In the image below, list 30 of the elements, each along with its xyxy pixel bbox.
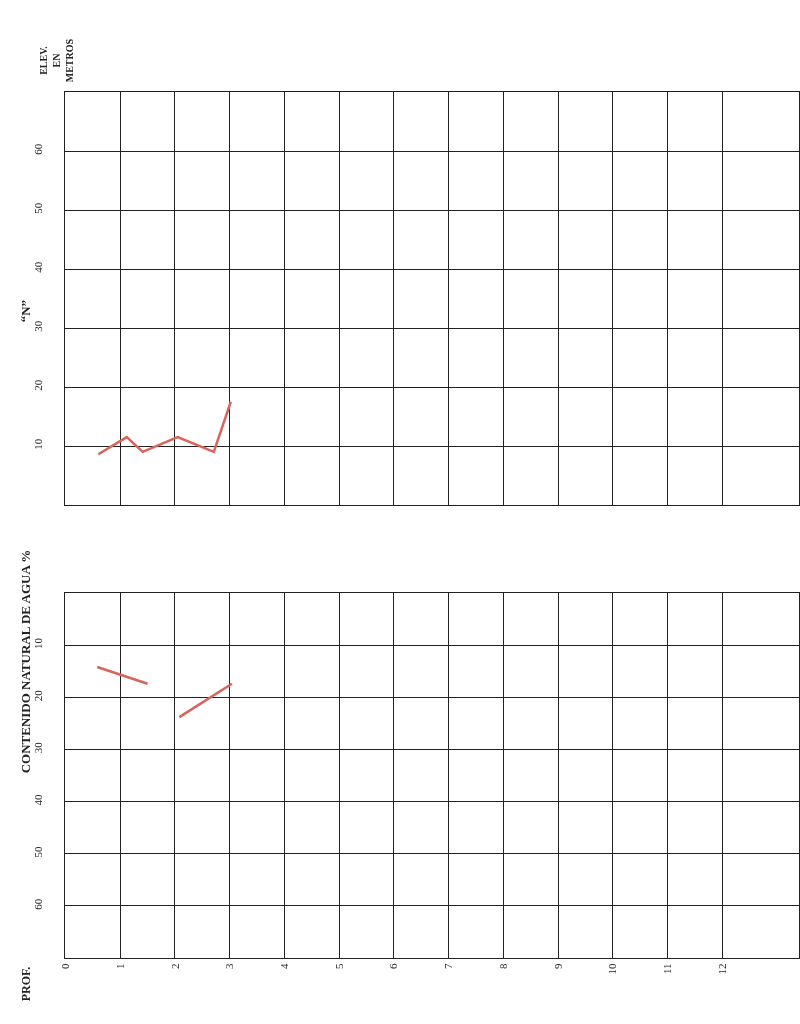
- y-tick-label: 60: [32, 143, 45, 155]
- y-tick-label: 10: [32, 637, 45, 649]
- y-axis-title: “N”: [18, 299, 34, 323]
- text: ELEV. EN METROS: [38, 38, 76, 83]
- x-tick-label: 0: [59, 962, 72, 969]
- x-tick-label: 3: [223, 962, 236, 969]
- y-axis-title: CONTENIDO NATURAL DE AGUA %: [18, 549, 34, 774]
- x-tick-label: 12: [715, 963, 728, 975]
- x-tick-label: 7: [442, 962, 455, 969]
- x-tick-label: 2: [168, 963, 181, 969]
- y-tick-label: 20: [32, 379, 45, 391]
- x-tick-label: 11: [661, 963, 674, 974]
- x-tick-label: 6: [387, 962, 400, 969]
- x-tick-label: 4: [278, 962, 291, 969]
- text: PROF.: [19, 966, 34, 1002]
- x-tick-label: 1: [113, 963, 126, 969]
- y-tick-label: 40: [32, 793, 45, 806]
- y-tick-label: 60: [32, 898, 45, 910]
- y-tick-label: 40: [32, 261, 45, 273]
- x-tick-label: 9: [551, 962, 564, 969]
- line-series: [97, 400, 233, 456]
- y-tick-label: 50: [32, 202, 45, 214]
- y-tick-label: 10: [32, 438, 45, 450]
- y-tick-label: 50: [32, 846, 45, 858]
- x-tick-label: 8: [496, 962, 509, 969]
- x-tick-label: 10: [606, 962, 619, 975]
- y-tick-label: 30: [32, 320, 45, 332]
- y-tick-label: 30: [32, 741, 45, 754]
- y-tick-label: 20: [32, 689, 45, 702]
- x-tick-label: 5: [332, 962, 345, 969]
